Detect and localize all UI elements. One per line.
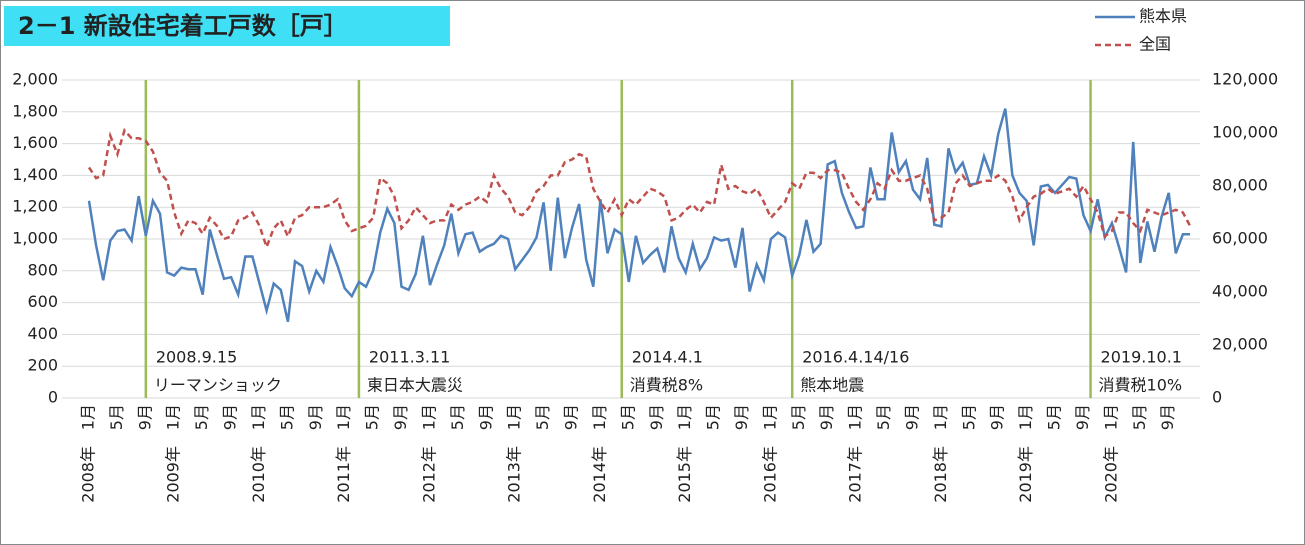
year-label: 2012年 (419, 446, 438, 503)
event-date: 2019.10.1 (1101, 348, 1182, 367)
event-date: 2016.4.14/16 (802, 348, 909, 367)
year-label: 2010年 (249, 446, 268, 503)
year-label: 2018年 (931, 446, 950, 503)
event-label: 消費税8% (630, 376, 703, 395)
event-date: 2014.4.1 (632, 348, 703, 367)
year-label: 2020年 (1101, 446, 1120, 503)
year-label: 2014年 (590, 446, 609, 503)
event-date: 2011.3.11 (369, 348, 450, 367)
x-tick-label: 9月 (562, 404, 581, 430)
legend-label: 熊本県 (1139, 7, 1187, 26)
x-tick-label: 5月 (533, 404, 552, 430)
x-tick-label: 1月 (846, 404, 865, 430)
x-tick-label: 1月 (931, 404, 950, 430)
y-tick-label: 0 (48, 388, 58, 407)
title-box (4, 6, 450, 46)
event-label: 消費税10% (1099, 376, 1183, 395)
x-tick-label: 5月 (277, 404, 296, 430)
x-tick-label: 5月 (959, 404, 978, 430)
x-tick-label: 1月 (1101, 404, 1120, 430)
x-tick-label: 9月 (1073, 404, 1092, 430)
x-tick-label: 1月 (79, 404, 98, 430)
x-tick-label: 5月 (1045, 404, 1064, 430)
x-tick-label: 5月 (704, 404, 723, 430)
x-tick-label: 5月 (789, 404, 808, 430)
event-date: 2008.9.15 (156, 348, 237, 367)
y2-tick-label: 40,000 (1212, 282, 1268, 301)
x-tick-label: 1月 (1016, 404, 1035, 430)
y2-tick-label: 60,000 (1212, 229, 1268, 248)
x-tick-label: 5月 (107, 404, 126, 430)
x-tick-label: 5月 (192, 404, 211, 430)
y2-tick-label: 0 (1212, 388, 1222, 407)
year-label: 2016年 (760, 446, 779, 503)
x-tick-label: 9月 (476, 404, 495, 430)
x-tick-label: 1月 (675, 404, 694, 430)
x-tick-label: 9月 (1158, 404, 1177, 430)
x-tick-label: 9月 (647, 404, 666, 430)
y2-tick-label: 100,000 (1212, 123, 1278, 142)
y-tick-label: 200 (27, 356, 58, 375)
chart-title: 2－1 新設住宅着工戸数［戸］ (18, 12, 348, 40)
y-tick-label: 2,000 (12, 70, 58, 89)
y-tick-label: 1,800 (12, 101, 58, 120)
y-tick-label: 600 (27, 292, 58, 311)
y-tick-label: 1,200 (12, 197, 58, 216)
x-tick-label: 9月 (306, 404, 325, 430)
x-tick-label: 5月 (363, 404, 382, 430)
y-tick-label: 1,000 (12, 229, 58, 248)
series-line (87, 108, 1190, 322)
series-line (87, 127, 1192, 251)
y2-tick-label: 120,000 (1212, 70, 1278, 89)
y-tick-label: 1,600 (12, 133, 58, 152)
year-label: 2009年 (164, 446, 183, 503)
x-tick-label: 9月 (391, 404, 410, 430)
y-tick-label: 400 (27, 324, 58, 343)
x-tick-label: 1月 (164, 404, 183, 430)
legend-label: 全国 (1139, 35, 1171, 54)
x-tick-label: 5月 (874, 404, 893, 430)
year-label: 2008年 (79, 446, 98, 503)
x-tick-label: 1月 (760, 404, 779, 430)
x-tick-label: 1月 (334, 404, 353, 430)
x-tick-label: 9月 (135, 404, 154, 430)
y2-tick-label: 20,000 (1212, 335, 1268, 354)
y-tick-label: 800 (27, 260, 58, 279)
year-label: 2011年 (334, 446, 353, 503)
y2-tick-label: 80,000 (1212, 176, 1268, 195)
x-tick-label: 9月 (988, 404, 1007, 430)
event-label: 熊本地震 (800, 376, 864, 395)
x-tick-label: 5月 (1130, 404, 1149, 430)
x-tick-label: 1月 (505, 404, 524, 430)
x-tick-label: 1月 (419, 404, 438, 430)
event-label: 東日本大震災 (367, 376, 463, 395)
x-tick-label: 9月 (732, 404, 751, 430)
x-tick-label: 1月 (249, 404, 268, 430)
x-tick-label: 9月 (817, 404, 836, 430)
year-label: 2015年 (675, 446, 694, 503)
x-tick-label: 5月 (448, 404, 467, 430)
year-label: 2017年 (846, 446, 865, 503)
year-label: 2019年 (1016, 446, 1035, 503)
x-tick-label: 1月 (590, 404, 609, 430)
x-tick-label: 5月 (618, 404, 637, 430)
year-label: 2013年 (505, 446, 524, 503)
event-label: リーマンショック (154, 376, 282, 395)
x-tick-label: 9月 (902, 404, 921, 430)
x-tick-label: 9月 (221, 404, 240, 430)
y-tick-label: 1,400 (12, 165, 58, 184)
